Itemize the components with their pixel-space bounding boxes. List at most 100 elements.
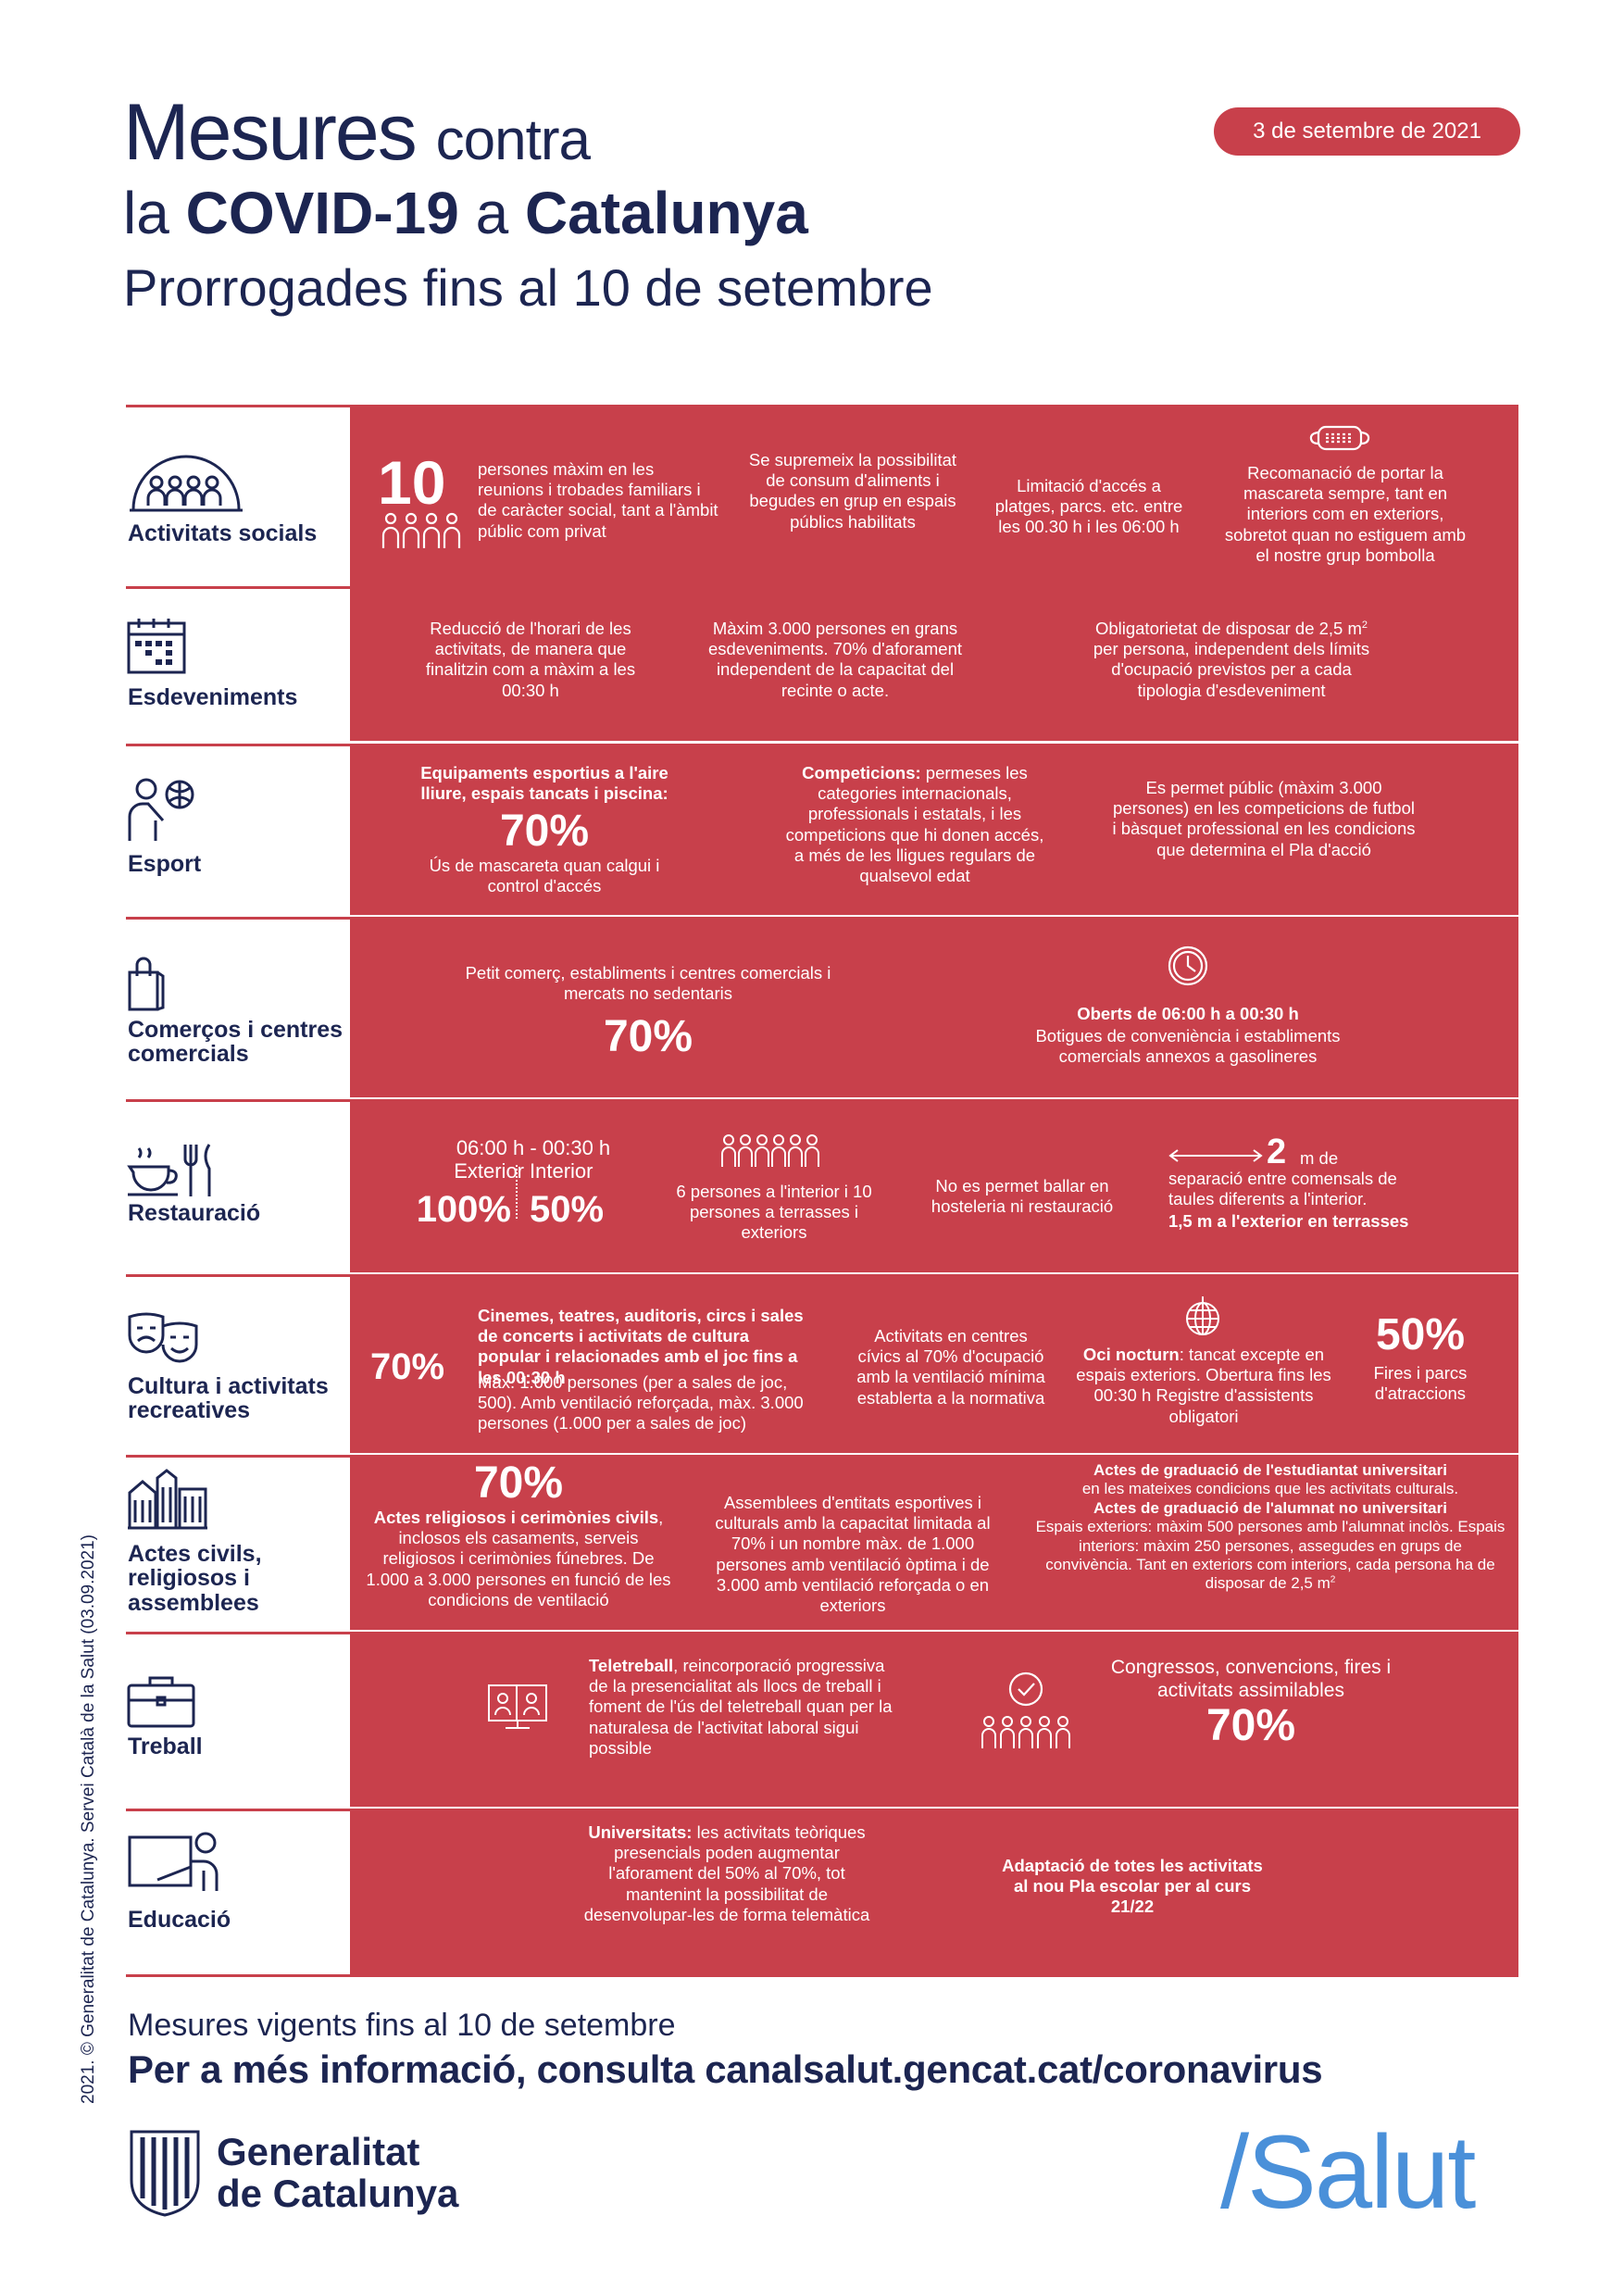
row-panel-culture: [350, 1274, 1518, 1453]
civil-cell-3-text1: en les mateixes condicions que les activ…: [1081, 1480, 1459, 1498]
row-panel-work: [350, 1632, 1518, 1807]
food-int-pct: 50%: [530, 1189, 605, 1230]
sport-cell-2-text: permeses les categories internacionals, …: [785, 763, 1044, 885]
commerce-cell-2-bold: Oberts de 06:00 h a 00:30 h: [1077, 1004, 1299, 1023]
work-cell-2-pct: 70%: [1206, 1701, 1296, 1750]
culture-cell-4-text: Fires i parcs d'atraccions: [1373, 1363, 1468, 1404]
civil-cell-3: Actes de graduació de l'estudiantat univ…: [1033, 1461, 1507, 1594]
civil-cell-1-text: , inclosos els casaments, serveis religi…: [366, 1508, 671, 1609]
generalitat-logo-icon: [130, 2130, 200, 2217]
food-cell-3: No es permet ballar en hosteleria ni res…: [931, 1176, 1114, 1217]
food-distance-bold: 1,5 m a l'exterior en terrasses: [1168, 1211, 1409, 1231]
footer-info-link[interactable]: Per a més informació, consulta canalsalu…: [128, 2047, 1323, 2091]
events-cell-3-sup: 2: [1361, 619, 1368, 631]
page-subtitle: Prorrogades fins al 10 de setembre: [123, 258, 933, 317]
socials-cell-2: Se supremeix la possibilitat de consum d…: [748, 450, 957, 532]
row-panel-food: [350, 1099, 1518, 1272]
row-divider: [126, 1974, 1518, 1977]
commerce-cell-1-text: Petit comerç, establiments i centres com…: [465, 963, 831, 1004]
theatre-masks-icon: [128, 1312, 198, 1363]
edu-cell-1-text: les activitats teòriques presencials pod…: [583, 1822, 870, 1924]
work-cell-1: Teletreball, reincorporació progressiva …: [589, 1656, 894, 1759]
category-esdeveniments: Esdeveniments: [128, 684, 298, 710]
row-panel-civil: [350, 1455, 1518, 1630]
sport-cell-1-bold: Equipaments esportius a l'aire lliure, e…: [420, 763, 668, 804]
food-hours: 06:00 h - 00:30 h: [456, 1136, 611, 1159]
culture-cell-4-pct: 50%: [1375, 1310, 1466, 1359]
salut-logo: /Salut: [1220, 2114, 1476, 2230]
title-word-catalunya: Catalunya: [524, 180, 808, 246]
shopping-bag-icon: [128, 957, 165, 1011]
sport-cell-1-pct: 70%: [499, 807, 590, 856]
person-ball-icon: [128, 778, 194, 841]
five-people-icon: [981, 1716, 1070, 1748]
work-cell-2-text: Congressos, convencions, fires i activit…: [1110, 1657, 1392, 1702]
events-cell-3-a: Obligatorietat de disposar de 2,5 m: [1094, 619, 1362, 638]
food-ext-pct: 100%: [416, 1189, 511, 1230]
row-panel-sport: [350, 744, 1518, 915]
row-panel-edu: [350, 1809, 1518, 1977]
row-panel-commerce: [350, 917, 1518, 1097]
category-cultura: Cultura i activitats recreatives: [128, 1373, 329, 1424]
work-cell-1-bold: Teletreball: [589, 1656, 674, 1675]
culture-cell-3: Oci nocturn: tancat excepte en espais ex…: [1067, 1345, 1341, 1427]
sport-cell-1-text: Ús de mascareta quan calgui i control d'…: [429, 856, 660, 896]
copyright-credit: 2021. © Generalitat de Catalunya. Servei…: [79, 1534, 98, 2104]
video-call-icon: [488, 1684, 547, 1729]
culture-cell-1-pct: 70%: [370, 1346, 445, 1387]
briefcase-icon: [127, 1676, 195, 1728]
disco-ball-icon: [1186, 1296, 1219, 1335]
generalitat-line1: Generalitat: [217, 2130, 420, 2173]
calendar-icon: [127, 619, 186, 674]
food-separator: [516, 1165, 518, 1219]
food-distance-text: separació entre comensals de taules dife…: [1168, 1169, 1397, 1209]
check-circle-icon: [1008, 1671, 1043, 1707]
title-word-mesures: Mesures: [123, 88, 418, 177]
socials-cell-4: Recomanació de portar la mascareta sempr…: [1224, 463, 1467, 565]
people-row-icon: [381, 512, 461, 548]
edu-cell-2: Adaptació de totes les activitats al nou…: [1002, 1856, 1263, 1917]
face-mask-icon: [1309, 425, 1370, 451]
work-cell-1-text: , reincorporació progressiva de la prese…: [589, 1656, 893, 1758]
cup-cutlery-icon: [127, 1144, 211, 1196]
title-word-contra: contra: [435, 108, 591, 172]
page-title-line2: la COVID-19 a Catalunya: [123, 183, 808, 243]
category-actes-civils: Actes civils, religiosos i assemblees: [128, 1541, 262, 1616]
culture-cell-2: Activitats en centres cívics al 70% d'oc…: [856, 1326, 1045, 1408]
food-cell-2: 6 persones a l'interior i 10 persones a …: [676, 1182, 872, 1243]
food-distance-number: 2: [1267, 1133, 1287, 1171]
civil-cell-1-bold: Actes religiosos i cerimònies civils: [373, 1508, 659, 1527]
civil-cell-3-text2: Espais exteriors: màxim 500 persones amb…: [1035, 1518, 1505, 1593]
buildings-icon: [128, 1469, 207, 1530]
food-int-label: Interior: [530, 1159, 593, 1183]
civil-cell-1: Actes religiosos i cerimònies civils, in…: [363, 1508, 674, 1610]
civil-cell-3-bold1: Actes de graduació de l'estudiantat univ…: [1093, 1461, 1447, 1479]
sport-cell-3: Es permet públic (màxim 3.000 persones) …: [1112, 778, 1416, 859]
sport-cell-2: Competicions: permeses les categories in…: [785, 763, 1044, 886]
food-ext-label: Exterior: [454, 1159, 524, 1183]
title-word-covid: COVID-19: [185, 180, 459, 246]
category-activitats-socials: Activitats socials: [128, 520, 318, 546]
category-comercos: Comerços i centres comercials: [128, 1017, 344, 1068]
clock-icon: [1168, 945, 1208, 986]
category-restauracio: Restauració: [128, 1200, 261, 1226]
culture-cell-1-bold: Cinemes, teatres, auditoris, circs i sal…: [478, 1306, 804, 1387]
events-cell-1: Reducció de l'horari de les activitats, …: [425, 619, 636, 700]
culture-cell-1-text: Màx. 1.000 persones (per a sales de joc,…: [478, 1372, 804, 1433]
title-word-la: la: [123, 180, 169, 246]
commerce-cell-2-text: Botigues de conveniència i establiments …: [1035, 1026, 1341, 1067]
page-title: Mesures contra: [123, 93, 591, 172]
row-panel-events: [350, 586, 1518, 741]
teacher-board-icon: [128, 1832, 219, 1891]
generalitat-logo-text: Generalitat de Catalunya: [217, 2130, 458, 2215]
six-people-icon: [721, 1134, 819, 1167]
socials-cell-1: persones màxim en les reunions i trobade…: [478, 459, 718, 541]
category-educacio: Educació: [128, 1907, 231, 1933]
culture-cell-3-bold: Oci nocturn: [1082, 1345, 1180, 1364]
events-cell-3-b: per persona, independent dels límits d'o…: [1093, 639, 1370, 700]
distance-arrow-icon: [1168, 1149, 1263, 1162]
events-cell-3: Obligatorietat de disposar de 2,5 m2 per…: [1093, 619, 1370, 701]
row-panel-socials: [350, 405, 1518, 588]
sport-cell-2-bold: Competicions:: [802, 763, 921, 782]
title-word-a: a: [475, 180, 509, 246]
